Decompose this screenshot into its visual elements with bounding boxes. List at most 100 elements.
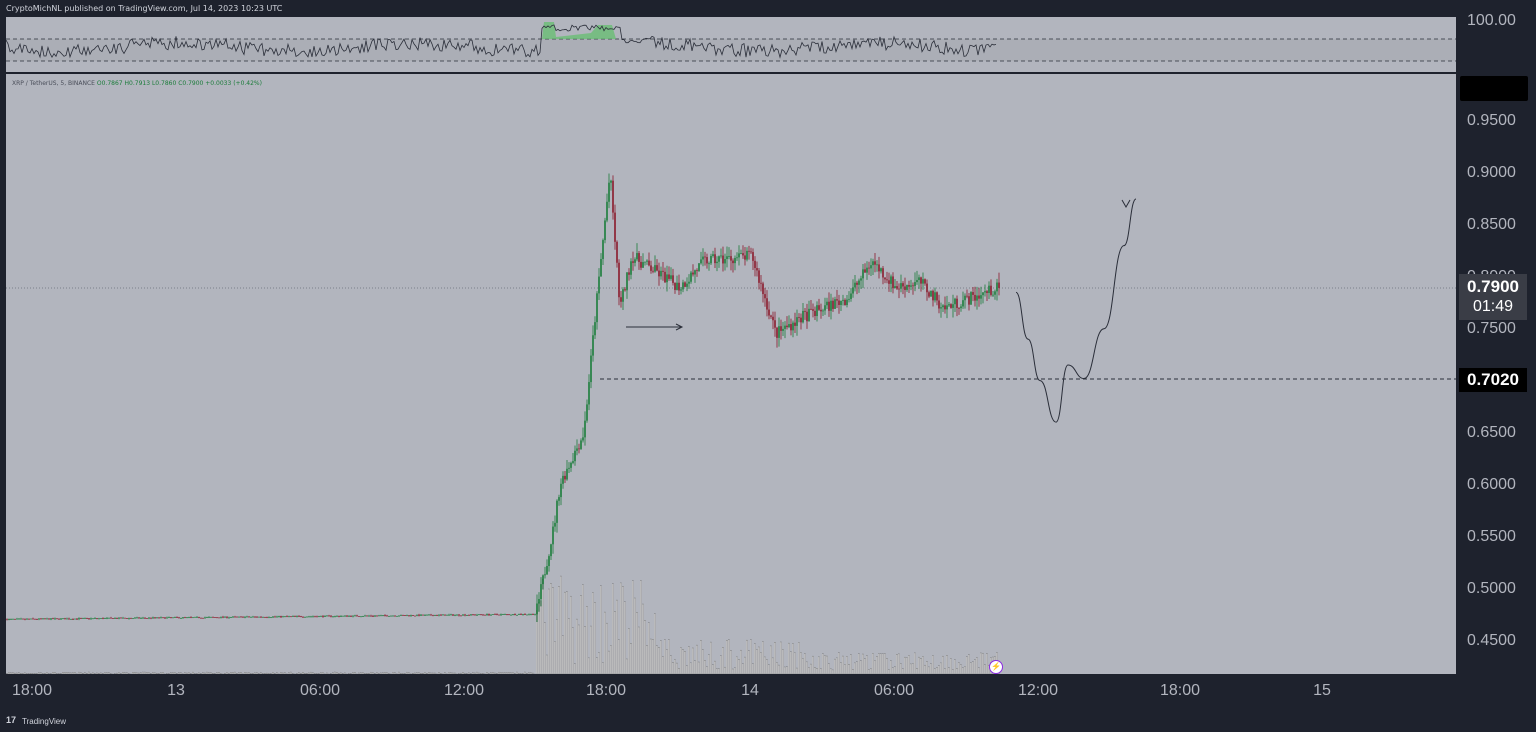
candle-body [238, 616, 240, 618]
flash-icon[interactable]: ⚡ [989, 660, 1003, 674]
volume-bar [846, 656, 848, 675]
volume-bar [936, 667, 938, 675]
candle-body [174, 617, 176, 618]
candle-body [434, 615, 436, 616]
volume-bar [564, 591, 566, 675]
price-axis[interactable] [1457, 17, 1536, 674]
volume-bar [754, 643, 756, 675]
candle-body [904, 286, 906, 290]
legend-symbol: XRP / TetherUS, 5, BINANCE [12, 80, 95, 87]
candle-body [446, 614, 448, 616]
candle-body [282, 616, 284, 618]
volume-bar [710, 641, 712, 675]
volume-bar [774, 642, 776, 675]
candle-body [594, 322, 596, 336]
tradingview-logo-icon: 17 [6, 715, 17, 725]
candle-body [502, 614, 504, 615]
candle-body [382, 615, 384, 616]
price-axis-label: 0.6500 [1467, 424, 1516, 441]
candle-body [866, 267, 868, 273]
volume-bar [920, 658, 922, 675]
candle-body [412, 615, 414, 616]
volume-bar [866, 655, 868, 675]
price-axis-label: 0.4500 [1467, 632, 1516, 649]
candle-body [934, 292, 936, 301]
candle-body [350, 615, 352, 617]
candle-body [452, 614, 454, 616]
candle-body [236, 616, 238, 618]
candle-body [376, 615, 378, 617]
candle-body [52, 618, 54, 620]
volume-bar [672, 662, 674, 675]
candle-body [234, 616, 236, 618]
candle-body [748, 250, 750, 252]
candle-body [552, 526, 554, 545]
candle-body [138, 617, 140, 619]
candle-body [456, 614, 458, 616]
volume-bar [794, 652, 796, 675]
candle-body [154, 617, 156, 619]
volume-bar [872, 653, 874, 675]
candle-body [332, 616, 334, 618]
volume-bar [602, 662, 604, 675]
volume-bar [808, 667, 810, 675]
candle-body [632, 261, 634, 263]
candle-body [428, 614, 430, 616]
candle-body [394, 615, 396, 617]
volume-bar [950, 658, 952, 675]
candle-body [426, 614, 428, 616]
volume-bar [970, 662, 972, 675]
volume-bar [800, 652, 802, 675]
candle-body [654, 265, 656, 272]
volume-bar [610, 645, 612, 675]
candle-body [86, 618, 88, 619]
candle-body [200, 617, 202, 619]
volume-bar [886, 658, 888, 675]
candle-body [680, 289, 682, 291]
candle-body [348, 615, 350, 617]
candle-body [198, 616, 200, 618]
candle-body [550, 544, 552, 557]
time-axis[interactable] [0, 674, 1536, 710]
volume-bar [922, 656, 924, 675]
main-chart-pane[interactable] [6, 74, 1456, 675]
volume-bar [644, 620, 646, 675]
candle-body [430, 614, 432, 616]
candle-body [608, 182, 610, 202]
candle-body [906, 285, 908, 290]
candle-body [670, 275, 672, 279]
candle-body [126, 618, 128, 619]
candle-body [222, 616, 224, 618]
volume-bar [554, 641, 556, 675]
candle-body [592, 335, 594, 356]
volume-bar [858, 653, 860, 675]
candle-body [792, 322, 794, 331]
candle-body [40, 618, 42, 620]
candle-body [728, 256, 730, 257]
candle-body [840, 300, 842, 305]
volume-bar [594, 602, 596, 675]
volume-bar [838, 652, 840, 675]
candle-body [470, 614, 472, 616]
candle-body [122, 617, 124, 619]
candle-body [84, 618, 86, 619]
candle-body [724, 258, 726, 264]
volume-bar [876, 656, 878, 675]
volume-bar [696, 644, 698, 675]
volume-bar [842, 655, 844, 675]
candle-body [606, 201, 608, 221]
candle-body [948, 304, 950, 306]
candle-body [972, 292, 974, 295]
volume-bar [752, 663, 754, 675]
candle-body [400, 614, 402, 616]
candle-body [358, 616, 360, 617]
volume-bar [636, 612, 638, 675]
rsi-pane[interactable] [5, 17, 1456, 72]
candle-body [476, 614, 478, 616]
candle-body [922, 279, 924, 284]
candle-body [944, 305, 946, 310]
candle-body [656, 265, 658, 271]
volume-bar [582, 584, 584, 675]
candle-body [278, 616, 280, 617]
candle-body [292, 616, 294, 617]
